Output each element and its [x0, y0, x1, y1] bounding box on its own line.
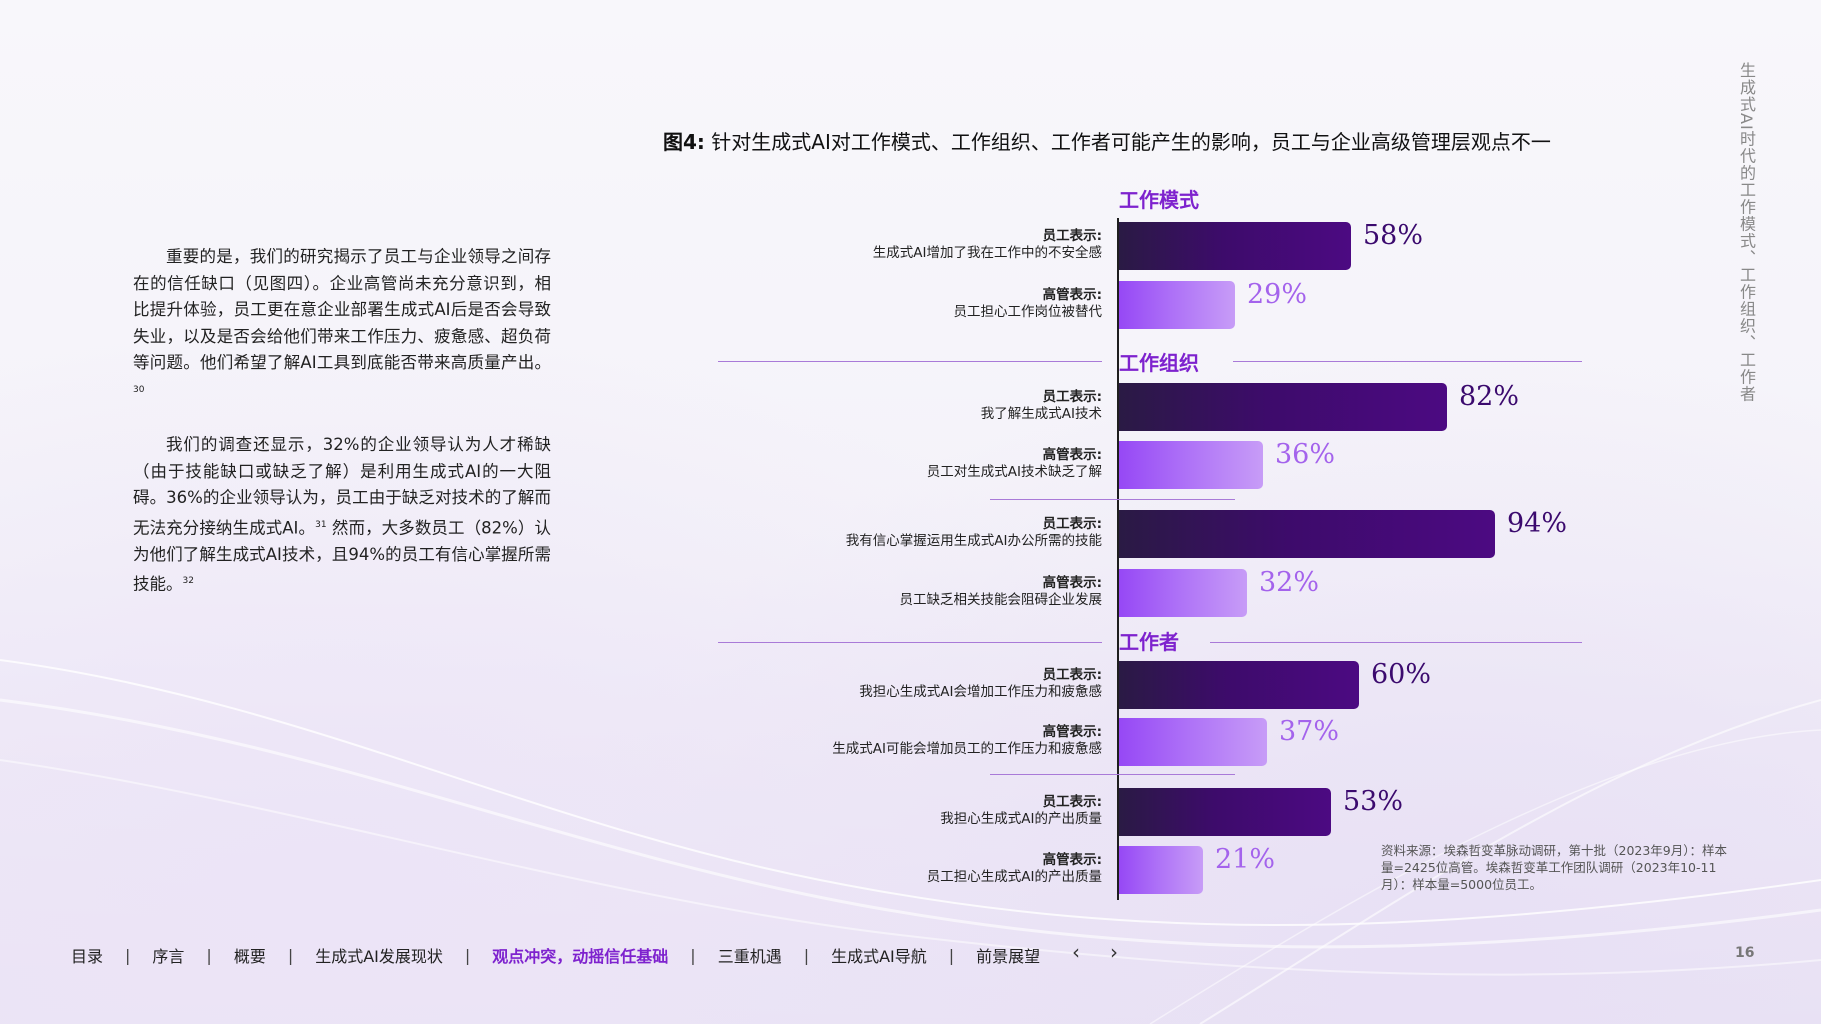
row-label-who: 员工表示: [1042, 389, 1102, 405]
footnote-ref-31[interactable]: 31 [315, 519, 327, 530]
side-title: 生成式AI时代的工作模式、工作组织、工作者 [1737, 62, 1756, 403]
row-label-text: 我了解生成式AI技术 [980, 406, 1102, 422]
row-group-divider [990, 774, 1235, 775]
nav-item[interactable]: 生成式AI发展现状 [315, 947, 443, 966]
row-label-who: 员工表示: [1042, 667, 1102, 683]
row-label-text: 我担心生成式AI的产出质量 [940, 811, 1102, 827]
section-title: 工作组织 [1119, 351, 1199, 375]
executive-bar [1119, 718, 1267, 766]
row-label: 员工表示: 我了解生成式AI技术 [981, 389, 1102, 423]
section-divider [718, 361, 1102, 362]
nav-item[interactable]: 前景展望 [976, 947, 1041, 966]
figure-title: 图4: 针对生成式AI对工作模式、工作组织、工作者可能产生的影响，员工与企业高级… [663, 126, 1551, 155]
employee-bar [1119, 661, 1359, 709]
figure-label: 图4: [663, 130, 705, 154]
row-label-text: 生成式AI增加了我在工作中的不安全感 [872, 245, 1102, 261]
nav-item[interactable]: 三重机遇 [717, 947, 782, 966]
nav-item[interactable]: 观点冲突，动摇信任基础 [492, 947, 669, 966]
row-label-text: 我有信心掌握运用生成式AI办公所需的技能 [845, 533, 1102, 549]
executive-bar [1119, 281, 1235, 329]
figure-title-text: 针对生成式AI对工作模式、工作组织、工作者可能产生的影响，员工与企业高级管理层观… [711, 130, 1551, 154]
row-label: 高管表示: 员工担心工作岗位被替代 [954, 287, 1103, 321]
employee-bar [1119, 383, 1447, 431]
section-divider [1233, 361, 1582, 362]
row-label-text: 生成式AI可能会增加员工的工作压力和疲惫感 [832, 741, 1102, 757]
executive-bar [1119, 846, 1203, 894]
row-label: 员工表示: 生成式AI增加了我在工作中的不安全感 [873, 228, 1102, 262]
bar-value-label: 29% [1247, 279, 1308, 310]
employee-bar [1119, 788, 1331, 836]
body-paragraph-1: 重要的是，我们的研究揭示了员工与企业领导之间存在的信任缺口（见图四）。企业高管尚… [133, 247, 551, 395]
employee-bar [1119, 510, 1495, 558]
row-group-divider [990, 499, 1235, 500]
nav-separator: | [125, 945, 131, 965]
row-label-who: 高管表示: [1042, 447, 1102, 463]
nav-separator: | [464, 945, 471, 965]
source-note: 资料来源：埃森哲变革脉动调研，第十批（2023年9月）：样本量=2425位高管。… [1381, 843, 1728, 892]
row-label-who: 高管表示: [1042, 287, 1102, 303]
executive-bar [1119, 441, 1263, 489]
row-label-text: 员工担心生成式AI的产出质量 [926, 869, 1102, 885]
row-label-text: 员工担心工作岗位被替代 [953, 304, 1103, 320]
row-label-who: 高管表示: [1042, 575, 1102, 591]
nav-separator: | [206, 945, 212, 965]
body-paragraph-2: 我们的调查还显示，32%的企业领导认为人才稀缺（由于技能缺口或缺乏了解）是利用生… [133, 435, 552, 594]
row-label: 高管表示: 生成式AI可能会增加员工的工作压力和疲惫感 [832, 724, 1102, 758]
nav-separator: | [948, 945, 955, 965]
bar-value-label: 53% [1343, 786, 1404, 817]
page-number: 16 [1735, 945, 1755, 961]
nav-item[interactable]: 概要 [233, 947, 266, 966]
chevron-left-icon[interactable]: ‹ [1072, 940, 1080, 964]
bar-value-label: 58% [1363, 220, 1424, 251]
bottom-nav: 目录 | 序言 | 概要 | 生成式AI发展现状 | 观点冲突，动摇信任基础 | 三重机遇 | 生成式A… [69, 943, 1042, 967]
bar-value-label: 21% [1215, 844, 1276, 875]
bar-value-label: 37% [1279, 716, 1340, 747]
bar-value-label: 60% [1371, 659, 1432, 690]
row-label-who: 高管表示: [1042, 852, 1102, 868]
row-label-text: 员工缺乏相关技能会阻碍企业发展 [899, 592, 1103, 608]
row-label-who: 员工表示: [1042, 516, 1102, 532]
nav-separator: | [803, 945, 810, 965]
row-label-who: 员工表示: [1042, 794, 1102, 810]
executive-bar [1119, 569, 1247, 617]
nav-item[interactable]: 生成式AI导航 [831, 947, 927, 966]
row-label-text: 我担心生成式AI会增加工作压力和疲惫感 [859, 684, 1102, 700]
chevron-right-icon[interactable]: › [1110, 940, 1118, 964]
bar-value-label: 36% [1275, 439, 1336, 470]
nav-separator: | [287, 945, 294, 965]
nav-separator: | [690, 945, 696, 965]
bar-value-label: 82% [1459, 381, 1520, 412]
section-title: 工作模式 [1119, 188, 1199, 212]
row-label: 员工表示: 我担心生成式AI会增加工作压力和疲惫感 [859, 667, 1102, 701]
bar-value-label: 94% [1507, 508, 1568, 539]
footnote-ref-32[interactable]: 32 [182, 576, 194, 586]
employee-bar [1119, 222, 1351, 270]
chart-axis-line [1117, 218, 1119, 900]
row-label: 员工表示: 我有信心掌握运用生成式AI办公所需的技能 [846, 516, 1102, 550]
nav-item[interactable]: 目录 [71, 947, 104, 966]
bar-value-label: 32% [1259, 567, 1320, 598]
row-label: 高管表示: 员工缺乏相关技能会阻碍企业发展 [900, 575, 1103, 609]
row-label: 员工表示: 我担心生成式AI的产出质量 [940, 794, 1102, 828]
row-label-who: 高管表示: [1042, 724, 1102, 740]
section-divider [1210, 642, 1582, 643]
row-label: 高管表示: 员工对生成式AI技术缺乏了解 [927, 447, 1102, 481]
section-title: 工作者 [1119, 630, 1179, 654]
row-label-who: 员工表示: [1042, 228, 1102, 244]
row-label-text: 员工对生成式AI技术缺乏了解 [926, 464, 1102, 480]
footnote-ref-30[interactable]: 30 [133, 384, 145, 395]
row-label: 高管表示: 员工担心生成式AI的产出质量 [927, 852, 1102, 886]
nav-item[interactable]: 序言 [152, 947, 185, 966]
section-divider [718, 642, 1102, 643]
